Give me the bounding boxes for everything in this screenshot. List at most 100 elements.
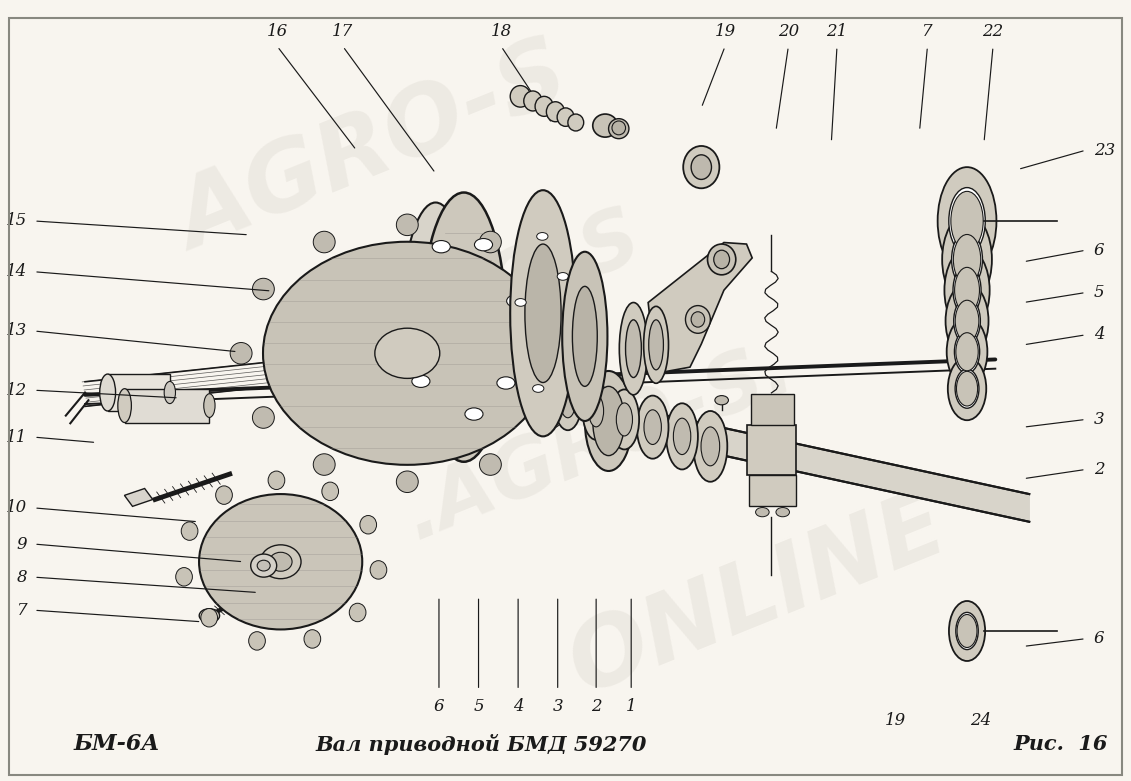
Ellipse shape: [249, 632, 266, 650]
Ellipse shape: [118, 389, 131, 423]
Ellipse shape: [625, 320, 641, 377]
Bar: [751, 394, 794, 425]
Circle shape: [497, 376, 515, 389]
Ellipse shape: [201, 608, 217, 627]
Text: 11: 11: [6, 429, 27, 446]
Ellipse shape: [957, 371, 977, 406]
Ellipse shape: [942, 214, 992, 305]
Bar: [107, 374, 170, 411]
Ellipse shape: [568, 114, 584, 131]
Text: 18: 18: [491, 23, 511, 40]
Ellipse shape: [304, 629, 321, 648]
Text: 8: 8: [17, 569, 27, 586]
Text: 20: 20: [778, 23, 798, 40]
Ellipse shape: [616, 403, 632, 436]
Ellipse shape: [264, 242, 552, 465]
Polygon shape: [656, 413, 1029, 522]
Ellipse shape: [100, 374, 115, 411]
Ellipse shape: [199, 494, 362, 629]
Ellipse shape: [956, 333, 978, 371]
Ellipse shape: [955, 330, 979, 373]
Text: 17: 17: [333, 23, 354, 40]
Text: AGRO-S: AGRO-S: [165, 30, 582, 270]
Ellipse shape: [644, 306, 668, 383]
Text: ONLINE: ONLINE: [555, 479, 960, 714]
Ellipse shape: [535, 96, 553, 116]
Text: 9: 9: [17, 536, 27, 553]
Circle shape: [537, 233, 549, 241]
Ellipse shape: [585, 371, 632, 471]
Ellipse shape: [610, 390, 639, 449]
Ellipse shape: [313, 231, 335, 253]
Ellipse shape: [402, 202, 469, 440]
Ellipse shape: [524, 91, 542, 111]
Circle shape: [533, 384, 544, 392]
Ellipse shape: [955, 267, 979, 313]
Text: 1: 1: [625, 698, 637, 715]
Ellipse shape: [313, 454, 335, 476]
Ellipse shape: [949, 187, 985, 255]
Text: 6: 6: [1094, 241, 1104, 259]
Ellipse shape: [683, 146, 719, 188]
Ellipse shape: [541, 407, 562, 428]
Ellipse shape: [593, 387, 624, 455]
Text: Рис.  16: Рис. 16: [1013, 734, 1108, 754]
Ellipse shape: [251, 554, 277, 577]
Text: 15: 15: [6, 212, 27, 230]
Text: БМ-6А: БМ-6А: [74, 733, 161, 755]
Ellipse shape: [608, 119, 629, 139]
Ellipse shape: [691, 155, 711, 180]
Ellipse shape: [685, 305, 710, 333]
Ellipse shape: [510, 191, 576, 437]
Circle shape: [465, 408, 483, 420]
Ellipse shape: [949, 601, 985, 661]
Text: 10: 10: [6, 499, 27, 516]
Ellipse shape: [572, 287, 597, 387]
Ellipse shape: [649, 320, 664, 370]
Text: 19: 19: [886, 711, 906, 729]
Ellipse shape: [558, 108, 575, 127]
Ellipse shape: [673, 418, 691, 455]
Text: 4: 4: [1094, 326, 1104, 344]
Ellipse shape: [956, 300, 978, 342]
Bar: [749, 475, 796, 506]
Circle shape: [756, 508, 769, 517]
Circle shape: [776, 508, 789, 517]
Ellipse shape: [562, 251, 607, 421]
Text: 5: 5: [1094, 284, 1104, 301]
Ellipse shape: [164, 381, 175, 404]
Ellipse shape: [666, 403, 698, 469]
Ellipse shape: [946, 284, 988, 358]
Ellipse shape: [260, 545, 301, 579]
Ellipse shape: [252, 278, 275, 300]
Ellipse shape: [644, 410, 662, 444]
Ellipse shape: [181, 522, 198, 540]
Text: 5: 5: [473, 698, 484, 715]
Text: 12: 12: [6, 382, 27, 399]
Ellipse shape: [396, 214, 418, 236]
Ellipse shape: [525, 244, 561, 383]
Ellipse shape: [480, 231, 501, 253]
Ellipse shape: [701, 427, 719, 465]
Text: 24: 24: [970, 711, 991, 729]
Circle shape: [715, 396, 728, 405]
Ellipse shape: [593, 114, 618, 137]
Ellipse shape: [396, 471, 418, 493]
Ellipse shape: [204, 394, 215, 418]
Ellipse shape: [216, 486, 232, 505]
Ellipse shape: [953, 234, 981, 284]
Text: 22: 22: [983, 23, 1003, 40]
Text: 14: 14: [6, 263, 27, 280]
Ellipse shape: [948, 357, 986, 420]
Ellipse shape: [480, 454, 501, 476]
Ellipse shape: [562, 343, 585, 364]
Text: AGRO-S: AGRO-S: [297, 202, 653, 406]
Ellipse shape: [955, 369, 979, 408]
Text: 21: 21: [827, 23, 847, 40]
Ellipse shape: [510, 86, 530, 107]
Text: Вал приводной БМД 59270: Вал приводной БМД 59270: [316, 733, 647, 754]
Ellipse shape: [541, 278, 562, 300]
Circle shape: [475, 238, 492, 251]
Ellipse shape: [257, 560, 270, 571]
Text: 19: 19: [715, 23, 735, 40]
